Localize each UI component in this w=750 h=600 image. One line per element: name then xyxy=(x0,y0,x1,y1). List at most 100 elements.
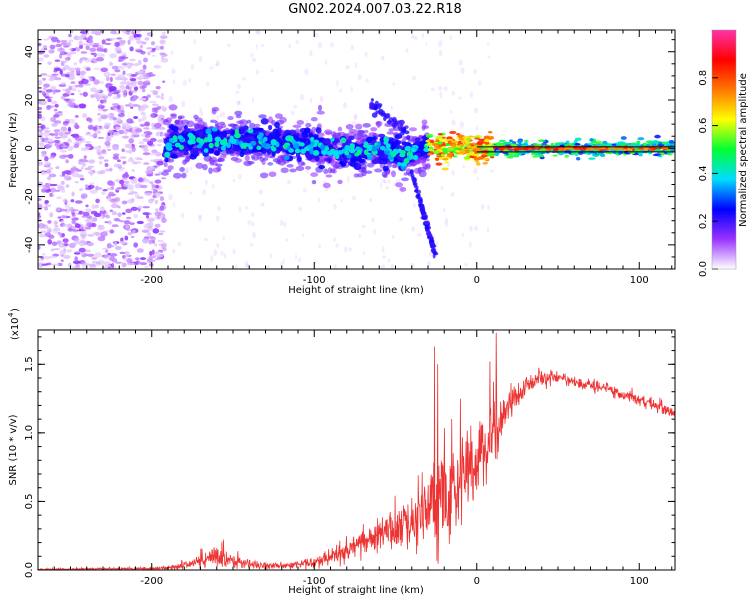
spectrogram-cell xyxy=(179,167,185,172)
spectrogram-cell xyxy=(79,44,83,50)
spectrogram-cell xyxy=(142,152,151,156)
spectrogram-cell xyxy=(114,179,121,183)
spectrogram-cell xyxy=(167,165,174,171)
spectrogram-cell xyxy=(263,157,269,161)
spectrogram-cell xyxy=(62,121,70,124)
spectrogram-cell xyxy=(255,44,258,50)
spectrogram-cell xyxy=(154,108,159,114)
colorbar-gradient xyxy=(712,30,736,269)
spectrogram-cell xyxy=(62,224,70,227)
spectrogram-cell xyxy=(97,145,102,148)
spectrogram-cell xyxy=(49,187,57,193)
spectrogram-cell xyxy=(72,229,78,233)
spectrogram-cell xyxy=(310,172,318,177)
spectrogram-cell xyxy=(84,140,92,144)
spectrogram-cell xyxy=(48,76,54,82)
spectrogram-cell xyxy=(129,128,133,133)
spectrogram-cell xyxy=(195,30,198,34)
spectrogram-cell xyxy=(518,147,524,151)
spectrogram-cell xyxy=(299,142,305,147)
spectrogram-cell xyxy=(108,86,117,92)
spectrogram-cell xyxy=(143,224,150,229)
spectrogram-cell xyxy=(238,206,242,213)
spectrogram-cell xyxy=(449,110,453,114)
spectrogram-cell xyxy=(317,104,323,112)
spectrogram-cell xyxy=(72,212,76,215)
spectrogram-cell xyxy=(85,45,91,50)
spectrogram-cell xyxy=(58,53,63,59)
spectrogram-cell xyxy=(250,53,254,58)
spectrogram-cell xyxy=(149,159,156,162)
spectrogram-cell xyxy=(114,69,121,73)
spectrogram-cell xyxy=(126,262,135,266)
spectrogram-cell xyxy=(588,157,596,160)
spectrogram-cell xyxy=(64,175,72,181)
spectrogram-cell xyxy=(148,74,156,77)
spectrogram-cell xyxy=(377,133,386,138)
spectrogram-cell xyxy=(44,156,49,162)
spectrogram-cell xyxy=(514,154,520,158)
spectrogram-cell xyxy=(203,237,209,242)
spectrogram-cell xyxy=(125,149,133,153)
spectrogram-cell xyxy=(82,211,90,217)
spectrogram-cell xyxy=(386,131,395,135)
spectrogram-cell xyxy=(660,151,665,156)
spectrogram-cell xyxy=(318,159,326,165)
spectrogram-cell xyxy=(143,57,148,63)
spectrogram-cell xyxy=(482,161,488,165)
spectrogram-x-tick-label: -200 xyxy=(140,275,163,286)
spectrogram-cell xyxy=(507,141,512,145)
spectrogram-cell xyxy=(155,86,161,90)
spectrogram-cell xyxy=(482,158,489,161)
spectrogram-cell xyxy=(441,153,446,157)
spectrogram-cell xyxy=(110,134,114,138)
spectrogram-cell xyxy=(433,150,440,155)
spectrogram-cell xyxy=(90,94,94,99)
spectrogram-cell xyxy=(208,142,214,149)
spectrogram-cell xyxy=(304,146,309,151)
spectrogram-cell xyxy=(97,104,106,109)
spectrogram-cell xyxy=(161,171,169,176)
snr-x-tick-label: 100 xyxy=(630,576,649,587)
spectrogram-cell xyxy=(203,148,209,153)
spectrogram-cell xyxy=(460,67,465,74)
spectrogram-cell xyxy=(156,143,162,147)
spectrogram-cell xyxy=(193,38,196,45)
spectrogram-cell xyxy=(54,136,62,139)
spectrogram-cell xyxy=(118,39,126,45)
spectrogram-cell xyxy=(415,194,421,200)
spectrogram-cell xyxy=(139,118,145,122)
spectrogram-cell xyxy=(107,220,112,225)
spectrogram-cell xyxy=(151,103,159,106)
spectrogram-cell xyxy=(185,166,189,174)
spectrogram-cell xyxy=(79,187,84,192)
spectrogram-cell xyxy=(49,157,54,160)
spectrogram-cell xyxy=(344,246,348,253)
spectrogram-cell xyxy=(156,105,162,110)
spectrogram-cell xyxy=(133,214,138,219)
spectrogram-cell xyxy=(199,107,202,112)
snr-x-tick-label: -200 xyxy=(140,576,163,587)
spectrogram-cell xyxy=(301,233,305,238)
snr-y-tick-label: 0.5 xyxy=(24,493,35,509)
spectrogram-cell xyxy=(386,160,392,168)
spectrogram-cell xyxy=(47,239,53,245)
spectrogram-cell xyxy=(47,227,52,231)
spectrogram-cell xyxy=(458,96,462,100)
spectrogram-cell xyxy=(90,60,95,63)
spectrogram-cell xyxy=(160,242,168,248)
spectrogram-cell xyxy=(304,165,312,170)
spectrogram-cell xyxy=(63,243,69,247)
spectrogram-cell xyxy=(172,79,176,85)
spectrogram-cell xyxy=(104,42,112,46)
spectrogram-cell xyxy=(243,150,250,155)
spectrogram-cell xyxy=(57,216,62,219)
spectrogram-cell xyxy=(313,139,320,145)
spectrogram-cell xyxy=(64,203,70,209)
spectrogram-cell xyxy=(114,241,118,246)
spectrogram-cell xyxy=(181,172,187,179)
spectrogram-cell xyxy=(144,37,150,41)
spectrogram-cell xyxy=(487,204,490,211)
spectrogram-cell xyxy=(368,197,373,202)
spectrogram-cell xyxy=(657,144,665,147)
